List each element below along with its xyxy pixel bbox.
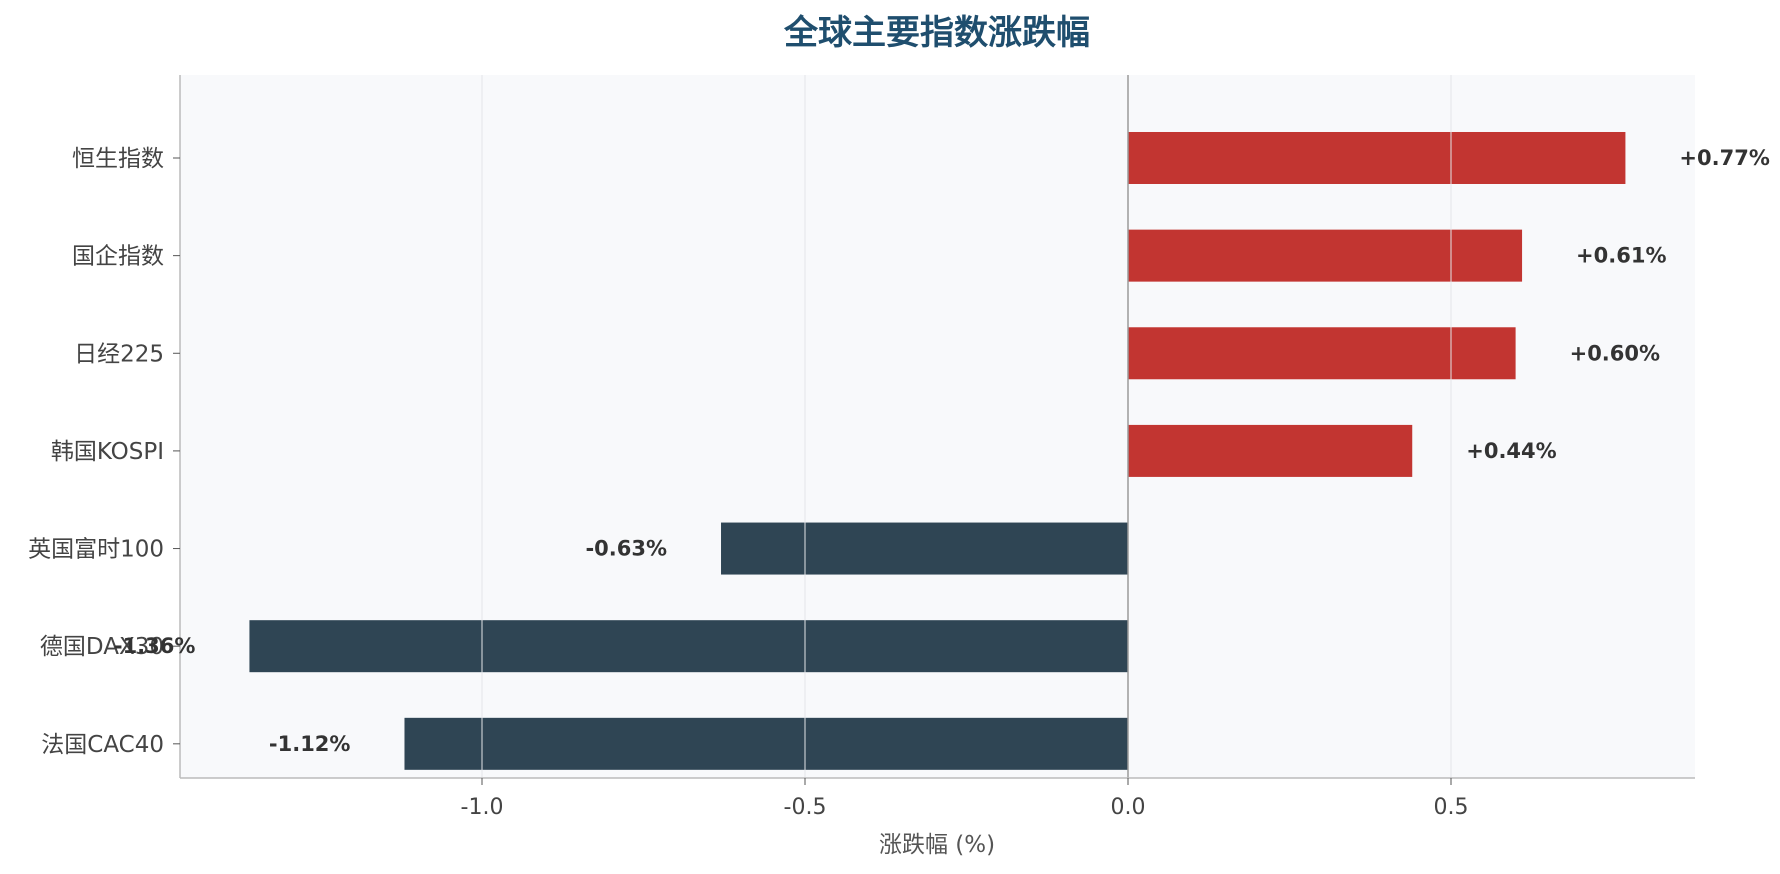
category-label-3: 韩国KOSPI (51, 439, 164, 465)
chart-title: 全球主要指数涨跌幅 (783, 13, 1090, 53)
value-label-0: +0.77% (1679, 146, 1769, 170)
category-label-2: 日经225 (74, 341, 164, 367)
value-label-6: -1.12% (269, 732, 351, 756)
x-axis-label: 涨跌幅 (%) (879, 832, 995, 858)
x-tick-label-0: -1.0 (461, 795, 504, 820)
bar-3 (1128, 424, 1413, 477)
category-label-1: 国企指数 (72, 244, 164, 270)
value-label-2: +0.60% (1570, 341, 1660, 365)
value-label-5: -1.36% (114, 634, 196, 658)
category-label-5: 德国DAX30 (40, 634, 164, 660)
category-label-0: 恒生指数 (72, 146, 164, 172)
category-label-6: 法国CAC40 (41, 732, 164, 758)
bar-1 (1128, 229, 1523, 282)
x-tick-label-2: 0.0 (1111, 795, 1146, 820)
value-label-4: -0.63% (585, 537, 667, 561)
x-tick-label-3: 0.5 (1434, 795, 1469, 820)
bar-2 (1128, 327, 1516, 380)
bar-4 (721, 522, 1128, 575)
x-tick-label-1: -0.5 (784, 795, 827, 820)
value-label-1: +0.61% (1576, 244, 1666, 268)
bar-5 (249, 620, 1128, 673)
category-label-4: 英国富时100 (28, 537, 164, 563)
grid-lines (481, 75, 1452, 778)
value-labels-group: +0.77% +0.61% +0.60% +0.44% -0.63% -1.36% -1.1… (114, 146, 1770, 756)
value-label-3: +0.44% (1466, 439, 1556, 463)
bar-6 (404, 717, 1129, 770)
bar-0 (1128, 131, 1626, 184)
x-axis-ticks: -1.0 -0.5 0.0 0.5 (461, 778, 1469, 820)
